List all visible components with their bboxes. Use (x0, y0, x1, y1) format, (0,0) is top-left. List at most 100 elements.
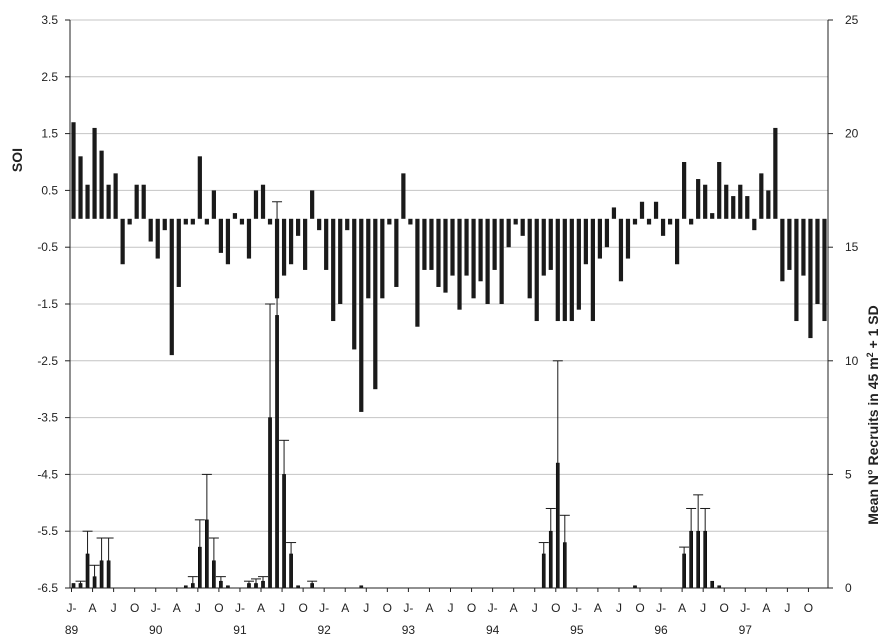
x-month-label: J- (656, 601, 666, 615)
x-month-label: O (804, 601, 813, 615)
recruit-bar (282, 474, 286, 589)
left-tick-label: -5.5 (37, 524, 58, 538)
soi-bar (801, 218, 806, 276)
soi-bar (295, 218, 301, 236)
soi-bar (653, 201, 659, 219)
left-tick-label: 1.5 (41, 127, 58, 141)
x-year-label: 96 (654, 623, 668, 637)
x-month-label: A (341, 601, 349, 615)
soi-bar (815, 218, 820, 304)
x-month-label: J (700, 601, 706, 615)
soi-bar (92, 127, 97, 219)
soi-bar (794, 218, 799, 322)
soi-bar (625, 218, 631, 259)
soi-bar (773, 127, 778, 219)
recruit-bar (85, 553, 90, 589)
soi-bar (211, 190, 216, 219)
recruit-bar (106, 560, 111, 589)
x-month-label: A (762, 601, 770, 615)
soi-bar (759, 173, 764, 219)
right-tick-label: 10 (845, 354, 859, 368)
soi-bar (506, 218, 511, 248)
soi-bar (429, 218, 434, 270)
x-month-label: O (298, 601, 307, 615)
soi-bar (197, 156, 202, 219)
soi-bars (71, 122, 827, 412)
recruit-bar (682, 553, 686, 589)
soi-bar (822, 218, 827, 322)
soi-bar (408, 218, 413, 225)
gridlines (70, 19, 828, 589)
right-axis-title: Mean N° Recruits in 45 m2 + 1 SD (865, 305, 881, 525)
soi-bar (611, 207, 617, 219)
soi-bar (345, 218, 350, 231)
x-month-label: A (510, 601, 518, 615)
recruit-bar (289, 553, 293, 589)
recruit-bar (703, 530, 708, 589)
soi-bar (387, 218, 392, 225)
soi-bar (639, 201, 645, 219)
left-tick-label: -0.5 (37, 240, 58, 254)
x-month-label: J (784, 601, 790, 615)
x-year-label: 95 (570, 623, 584, 637)
recruit-bar (190, 583, 195, 589)
recruit-bar (99, 560, 104, 589)
soi-bar (106, 184, 111, 219)
soi-bar (632, 218, 638, 225)
x-month-label: J- (740, 601, 750, 615)
recruit-bar (696, 530, 700, 589)
soi-bar (731, 196, 736, 219)
soi-bar (148, 218, 153, 242)
soi-bar (604, 218, 610, 248)
soi-bar (443, 218, 448, 293)
x-month-label: J (448, 601, 454, 615)
right-axis-title-superscript: 2 (865, 352, 875, 357)
soi-bar (597, 218, 603, 259)
x-month-label: J (616, 601, 622, 615)
soi-bar (478, 218, 483, 282)
x-month-label: J- (151, 601, 161, 615)
right-tick-label: 0 (845, 581, 852, 595)
soi-bar (471, 218, 476, 299)
soi-bar (450, 218, 455, 276)
soi-bar (710, 213, 715, 219)
right-axis-tick-labels: 25 20 15 10 5 0 (845, 13, 859, 595)
soi-bar (562, 218, 567, 322)
recruit-bars (71, 201, 722, 589)
left-tick-label: -6.5 (37, 581, 58, 595)
soi-bar (78, 156, 83, 219)
soi-bar (380, 218, 385, 299)
x-month-label: J- (235, 601, 245, 615)
soi-bar (590, 218, 595, 322)
soi-bar (225, 218, 231, 265)
recruit-bar (71, 583, 76, 589)
recruit-bar (541, 553, 546, 589)
x-month-label: A (425, 601, 433, 615)
left-tick-label: 3.5 (41, 13, 58, 27)
soi-bar (373, 218, 378, 390)
soi-bar (717, 162, 722, 219)
soi-bar (394, 218, 399, 287)
soi-bar (674, 218, 680, 265)
soi-bar (218, 218, 224, 253)
right-tick-label: 20 (845, 127, 859, 141)
soi-bar (401, 173, 406, 219)
soi-bar (618, 218, 624, 282)
x-month-label: J- (488, 601, 498, 615)
soi-bar (555, 218, 560, 322)
x-month-label: J (279, 601, 285, 615)
soi-bar (232, 213, 238, 219)
soi-bar (422, 218, 427, 270)
soi-bar (352, 218, 357, 350)
left-tick-label: -3.5 (37, 411, 58, 425)
x-month-label: J (111, 601, 117, 615)
x-axis-tick-labels: J- A J O J- A J O J- A J O J- A J O J- A J O J- A J O J- A J O J- A J O… (65, 601, 813, 637)
x-month-label: A (257, 601, 265, 615)
soi-bar (85, 184, 90, 219)
recruit-bar (548, 530, 553, 589)
x-year-label: 93 (402, 623, 416, 637)
x-month-label: O (467, 601, 476, 615)
soi-bar (513, 218, 518, 225)
recruit-bar (275, 315, 279, 589)
